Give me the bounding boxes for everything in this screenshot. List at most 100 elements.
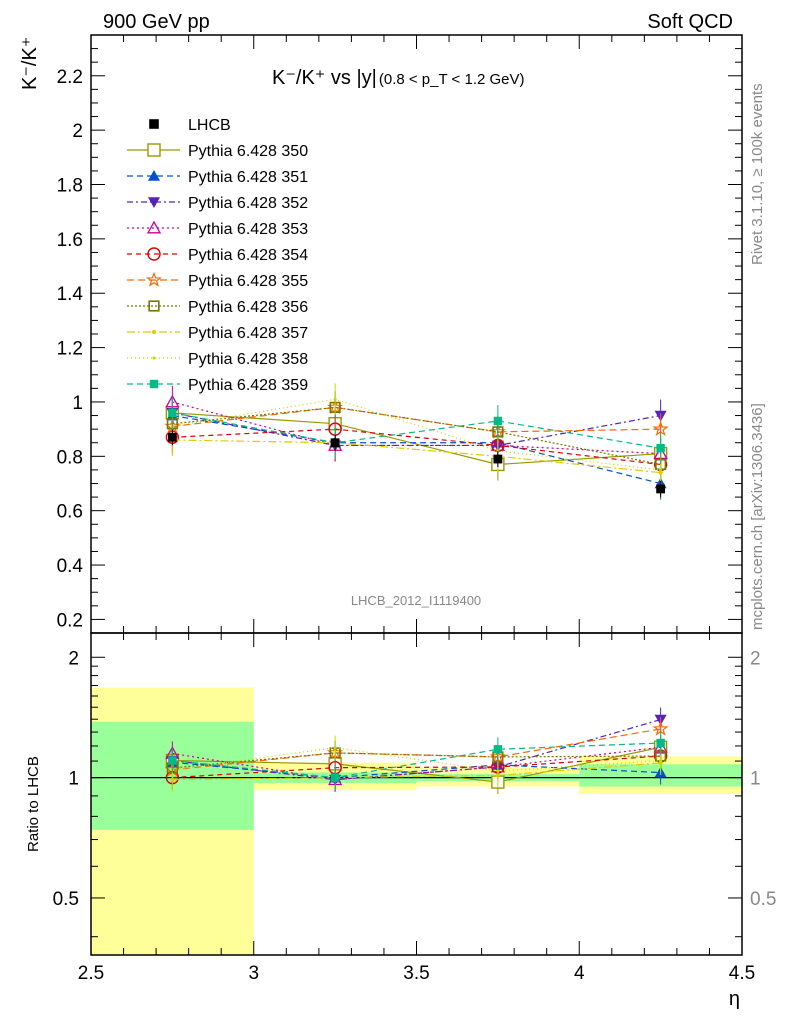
series-line: [172, 414, 661, 485]
data-point: [656, 484, 666, 494]
x-axis-label: η: [729, 988, 740, 1010]
ratio-tick-label-right: 2: [750, 648, 761, 669]
ratio-series-line: [172, 746, 661, 781]
plot-title-sub: (0.8 < p_T < 1.2 GeV): [379, 71, 525, 88]
series-line: [172, 412, 661, 466]
plot-title: K⁻/K⁺ vs |y| (0.8 < p_T < 1.2 GeV): [272, 67, 525, 89]
side-rivet-label: Rivet 3.1.10, ≥ 100k events: [749, 83, 766, 265]
legend-marker: [149, 379, 159, 389]
legend-entry-1: Pythia 6.428 351: [127, 169, 308, 186]
data-points: [167, 429, 666, 497]
ratio-tick-label: 2: [68, 648, 79, 669]
ratio-point: [333, 746, 337, 750]
legend-entry-7: Pythia 6.428 357: [127, 325, 308, 342]
legend-entry-data: LHCB: [149, 117, 231, 134]
series-line: [172, 398, 661, 471]
y-tick-label: 0.2: [57, 610, 83, 631]
y-tick-label: 1.4: [57, 284, 84, 305]
ratio-series-line: [172, 752, 661, 769]
legend-entry-9: Pythia 6.428 359: [127, 377, 308, 394]
legend-label: Pythia 6.428 353: [188, 221, 308, 238]
series-point: [652, 420, 669, 436]
legend-label: Pythia 6.428 354: [188, 247, 308, 264]
data-point: [493, 454, 503, 464]
legend-marker: [146, 220, 162, 234]
ratio-series-9: [168, 731, 665, 790]
legend-label: Pythia 6.428 357: [188, 325, 308, 342]
series-0: [165, 396, 668, 481]
x-tick-label: 4.5: [729, 963, 755, 984]
side-mcplots-label: mcplots.cern.ch [arXiv:1306.3436]: [749, 403, 766, 630]
legend-entry-0: Pythia 6.428 350: [127, 143, 308, 160]
series-2: [166, 396, 667, 462]
ratio-series-line: [172, 761, 661, 779]
data-point: [330, 438, 340, 448]
series-line: [172, 428, 661, 466]
y-tick-label: 1.2: [57, 339, 83, 360]
header-right: Soft QCD: [647, 11, 733, 33]
legend-label: Pythia 6.428 355: [188, 273, 308, 290]
legend-label: Pythia 6.428 352: [188, 195, 308, 212]
series-line: [172, 412, 661, 449]
main-plot-area: [164, 383, 669, 500]
ratio-tick-label: 0.5: [53, 889, 79, 910]
x-tick-label: 3.5: [403, 963, 429, 984]
header-left: 900 GeV pp: [103, 11, 210, 33]
ratio-series-line: [172, 762, 661, 781]
ratio-point: [493, 745, 503, 754]
ratio-series-line: [172, 755, 661, 779]
series-point: [168, 408, 177, 418]
ratio-point: [168, 756, 177, 765]
ratio-point: [659, 759, 663, 763]
legend-marker: [148, 197, 160, 208]
x-axis: 2.5 3 3.5 4 4.5: [78, 35, 755, 984]
legend-marker: [147, 143, 161, 157]
analysis-id: LHCB_2012_I1119400: [351, 593, 481, 608]
series-point: [659, 468, 663, 472]
main-axes: 0.2 0.4 0.6 0.8 1 1.2 1.4 1.6 1.8 2 2.2: [57, 34, 742, 634]
x-tick-label: 4: [574, 963, 585, 984]
ratio-axes: 0.5 0.5 1 1 2 2: [53, 648, 776, 938]
y-tick-label: 0.6: [57, 502, 83, 523]
legend-marker: [146, 271, 162, 287]
y-tick-label: 1.8: [57, 176, 83, 197]
legend-marker: [149, 119, 159, 129]
legend-label: LHCB: [188, 117, 231, 134]
legend-marker: [148, 170, 160, 181]
ratio-tick-label: 1: [68, 769, 79, 790]
y-tick-label: 2.2: [57, 67, 83, 88]
y-tick-label: 1.6: [57, 230, 83, 251]
legend-label: Pythia 6.428 356: [188, 299, 308, 316]
ratio-tick-label-right: 1: [750, 769, 761, 790]
series-line: [172, 439, 661, 474]
ratio-y-axis-label: Ratio to LHCB: [25, 756, 42, 852]
legend-entry-3: Pythia 6.428 353: [127, 220, 308, 238]
ratio-point: [330, 773, 340, 782]
data-point: [167, 432, 177, 442]
series-8: [170, 383, 663, 486]
x-tick-label: 2.5: [78, 963, 104, 984]
legend-marker: [148, 300, 160, 312]
series-point: [496, 449, 500, 453]
legend-entry-4: Pythia 6.428 354: [127, 247, 308, 264]
ratio-point: [656, 738, 665, 748]
y-tick-label: 2: [72, 121, 83, 142]
ratio-point: [496, 769, 500, 773]
legend-label: Pythia 6.428 350: [188, 143, 308, 160]
legend-label: Pythia 6.428 359: [188, 377, 308, 394]
ratio-bands: [91, 687, 742, 955]
legend-entry-2: Pythia 6.428 352: [127, 195, 308, 212]
legend-entry-5: Pythia 6.428 355: [127, 271, 308, 290]
y-tick-label: 0.4: [57, 556, 84, 577]
series-point: [493, 416, 503, 426]
legend-marker: [152, 356, 156, 360]
legend-label: Pythia 6.428 358: [188, 351, 308, 368]
y-axis-label: K⁻/K⁺: [19, 37, 41, 90]
x-tick-label: 3: [248, 963, 259, 984]
legend-entry-8: Pythia 6.428 358: [127, 351, 308, 368]
legend-label: Pythia 6.428 351: [188, 169, 308, 186]
y-tick-label: 1: [72, 393, 83, 414]
series-point: [333, 397, 337, 401]
series-point: [656, 443, 665, 453]
